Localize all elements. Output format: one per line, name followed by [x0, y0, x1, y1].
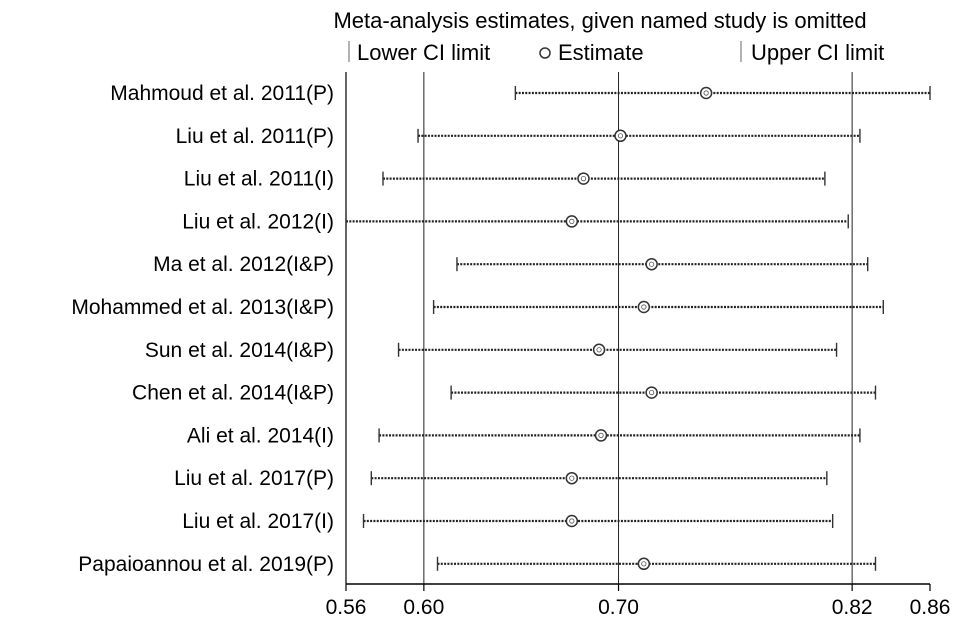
- estimate-inner: [617, 133, 624, 139]
- x-axis: 0.56 0.60 0.70 0.82 0.86: [326, 583, 951, 619]
- x-tick-label: 0.60: [403, 596, 444, 619]
- study-label: Ma et al. 2012(I&P): [153, 253, 334, 276]
- study-row: Mohammed et al. 2013(I&P): [71, 296, 884, 319]
- study-row: Liu et al. 2011(I): [184, 168, 826, 191]
- study-label: Liu et al. 2017(I): [182, 510, 334, 533]
- study-label: Liu et al. 2011(I): [184, 168, 334, 191]
- estimate-marker: [592, 343, 606, 357]
- legend-estimate-marker: [539, 47, 551, 59]
- estimate-inner: [703, 90, 709, 96]
- chart-title: Meta-analysis estimates, given named stu…: [333, 8, 866, 33]
- estimate-marker: [565, 514, 579, 528]
- legend-lower-label: Lower CI limit: [357, 40, 490, 65]
- study-row: Liu et al. 2017(P): [174, 467, 828, 490]
- study-row: Liu et al. 2012(I): [182, 210, 849, 233]
- estimate-marker: [614, 129, 627, 143]
- estimate-marker: [594, 429, 608, 442]
- reference-lines: [345, 72, 853, 584]
- study-label: Mohammed et al. 2013(I&P): [71, 296, 334, 319]
- estimate-marker: [637, 300, 651, 314]
- estimate-marker: [577, 172, 590, 185]
- estimate-marker: [645, 257, 658, 271]
- estimate-marker: [565, 471, 579, 485]
- legend: Lower CI limit Estimate Upper CI limit: [348, 40, 884, 65]
- estimate-inner: [649, 261, 655, 267]
- estimate-inner: [596, 347, 602, 353]
- legend-upper-label: Upper CI limit: [751, 40, 884, 65]
- study-row: Mahmoud et al. 2011(P): [110, 82, 931, 105]
- estimate-marker: [645, 386, 658, 399]
- x-tick-label: 0.56: [326, 596, 367, 619]
- study-row: Ma et al. 2012(I&P): [153, 253, 869, 276]
- study-rows: Mahmoud et al. 2011(P) Liu et al. 2011(P)…: [71, 82, 931, 576]
- study-label: Mahmoud et al. 2011(P): [110, 82, 334, 105]
- estimate-inner: [649, 389, 655, 396]
- study-label: Ali et al. 2014(I): [187, 424, 334, 447]
- estimate-inner: [641, 304, 647, 310]
- study-label: Liu et al. 2017(P): [174, 467, 334, 490]
- study-label: Chen et al. 2014(I&P): [132, 382, 334, 405]
- estimate-marker: [637, 557, 651, 571]
- x-tick-label: 0.86: [910, 596, 951, 619]
- estimate-inner: [641, 561, 647, 567]
- study-label: Sun et al. 2014(I&P): [145, 339, 334, 362]
- legend-estimate-label: Estimate: [558, 40, 644, 65]
- estimate-inner: [569, 518, 575, 524]
- study-row: Sun et al. 2014(I&P): [145, 339, 838, 362]
- estimate-inner: [580, 176, 587, 182]
- study-label: Papaioannou et al. 2019(P): [78, 553, 334, 576]
- study-row: Liu et al. 2017(I): [182, 510, 834, 533]
- estimate-inner: [569, 475, 575, 481]
- estimate-marker: [565, 215, 579, 228]
- study-row: Ali et al. 2014(I): [187, 424, 861, 447]
- estimate-inner: [569, 218, 575, 224]
- x-tick-label: 0.70: [598, 596, 639, 619]
- estimate-inner: [598, 432, 604, 438]
- study-row: Papaioannou et al. 2019(P): [78, 553, 877, 576]
- estimate-marker: [699, 86, 713, 100]
- study-row: Liu et al. 2011(P): [176, 125, 861, 148]
- study-label: Liu et al. 2011(P): [176, 125, 334, 148]
- x-tick-label: 0.82: [832, 596, 873, 619]
- study-label: Liu et al. 2012(I): [182, 210, 334, 233]
- study-row: Chen et al. 2014(I&P): [132, 382, 877, 405]
